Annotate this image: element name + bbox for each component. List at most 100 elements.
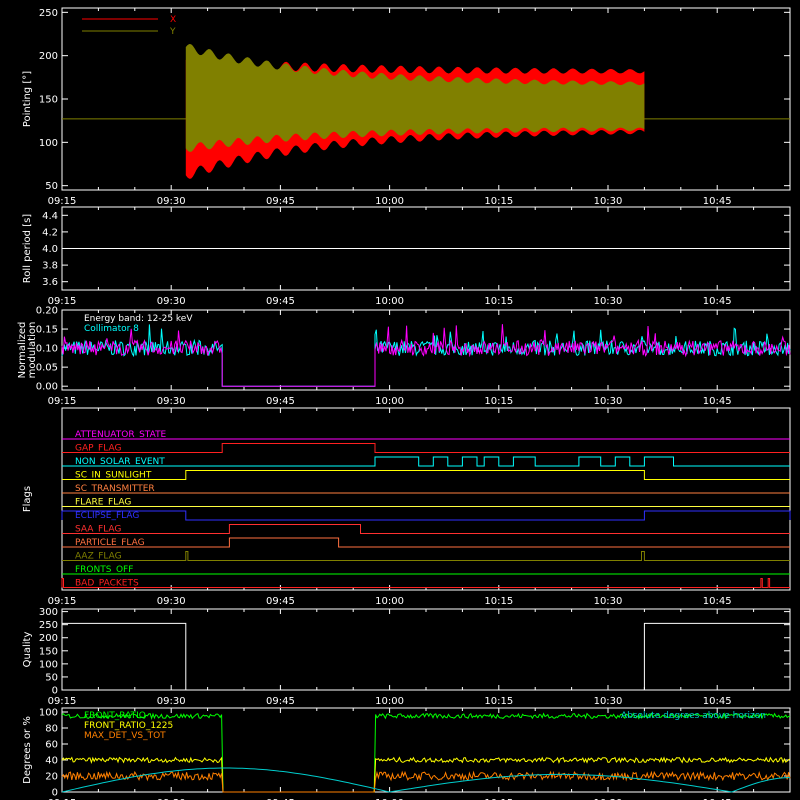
flag-label: PARTICLE_FLAG [75, 538, 145, 548]
x-tick-label: 10:45 [703, 196, 732, 207]
legend-label: X [170, 15, 176, 25]
y-tick-label: 50 [45, 672, 58, 683]
x-tick-label: 10:00 [375, 596, 404, 607]
y-tick-label: 20 [45, 772, 58, 783]
modulation-panel: 09:15 09:30 09:45 10:00 10:15 10:30 10:45 0.00 0… [17, 306, 791, 407]
x-tick-label: 10:45 [703, 596, 732, 607]
ratio-series-line [61, 770, 791, 793]
y-tick-label: 250 [39, 8, 58, 19]
x-tick-label: 09:30 [157, 196, 186, 207]
roll-panel: 09:15 09:30 09:45 10:00 10:15 10:30 10:45 3.6 3.… [22, 206, 791, 307]
flag-trace [62, 551, 790, 561]
x-tick-label: 10:00 [375, 196, 404, 207]
x-tick-label: 10:45 [703, 396, 732, 407]
x-tick-label: 10:15 [484, 396, 513, 407]
x-tick-label: 09:45 [266, 596, 295, 607]
ratios-panel: 09:15 09:30 09:45 10:00 10:15 10:30 10:45 0 20 40… [22, 707, 791, 800]
x-tick-label: 09:30 [157, 296, 186, 307]
quality-panel: 09:15 09:30 09:45 10:00 10:15 10:30 10:45 0 50 10… [22, 607, 791, 707]
x-tick-label: 10:15 [484, 596, 513, 607]
legend-label: Y [169, 27, 176, 37]
x-tick-label: 09:30 [157, 596, 186, 607]
y-tick-label: 80 [45, 724, 58, 735]
x-tick-label: 10:45 [703, 296, 732, 307]
series-y-envelope [185, 44, 645, 152]
x-tick-label: 10:45 [703, 798, 732, 800]
y-axis-label: Flags [22, 486, 33, 512]
x-tick-label: 10:45 [703, 696, 732, 707]
x-tick-label: 10:00 [375, 696, 404, 707]
horizon-curve [61, 767, 790, 793]
y-tick-label: 100 [39, 708, 58, 719]
y-tick-label: 50 [45, 181, 58, 192]
flag-trace [62, 537, 790, 548]
x-tick-label: 10:30 [594, 296, 623, 307]
x-tick-label: 10:15 [484, 696, 513, 707]
flag-label: SC_IN_SUNLIGHT [75, 471, 152, 481]
y-axis-label: Normalized [17, 322, 28, 379]
x-tick-label: 10:30 [594, 798, 623, 800]
flag-label: SAA_FLAG [75, 525, 121, 535]
y-tick-label: 0.20 [36, 306, 58, 317]
x-tick-label: 10:30 [594, 396, 623, 407]
modulation-series-line [61, 324, 791, 387]
x-tick-label: 09:45 [266, 196, 295, 207]
y-tick-label: 4.2 [42, 227, 58, 238]
flag-label: SC_TRANSMITTER [75, 484, 155, 494]
x-tick-label: 09:45 [266, 696, 295, 707]
y-tick-label: 4.0 [42, 244, 58, 255]
x-tick-label: 10:15 [484, 296, 513, 307]
flags-panel: 09:15 09:30 09:45 10:00 10:15 10:30 10:45 Flags… [22, 407, 791, 607]
ratio-legend-label: MAX_DET_VS_TOT [84, 731, 166, 741]
x-tick-label: 09:30 [157, 696, 186, 707]
flag-label: BAD_PACKETS [75, 579, 139, 589]
x-tick-label: 09:45 [266, 296, 295, 307]
x-tick-label: 10:00 [375, 296, 404, 307]
y-tick-label: 0 [52, 788, 58, 799]
flag-label: NON_SOLAR_EVENT [75, 457, 165, 467]
x-tick-label: 10:00 [375, 798, 404, 800]
flag-label: ATTENUATOR_STATE [75, 430, 167, 440]
y-tick-label: 40 [45, 756, 58, 767]
y-axis-label: Roll period [s] [22, 214, 33, 283]
y-tick-label: 0.15 [36, 325, 58, 336]
y-tick-label: 150 [39, 646, 58, 657]
x-tick-label: 09:15 [48, 396, 77, 407]
y-tick-label: 4.4 [42, 211, 58, 222]
y-tick-label: 250 [39, 620, 58, 631]
x-tick-label: 09:45 [266, 396, 295, 407]
x-tick-label: 09:15 [48, 196, 77, 207]
x-tick-label: 09:15 [48, 798, 77, 800]
horizon-legend-label: Absolute degrees above horizon [621, 711, 766, 721]
flag-trace [62, 470, 790, 480]
x-tick-label: 09:15 [48, 696, 77, 707]
y-tick-label: 60 [45, 740, 58, 751]
ratio-series-line [61, 712, 791, 793]
x-tick-label: 09:15 [48, 296, 77, 307]
flag-trace [62, 456, 790, 467]
quality-line [62, 622, 790, 691]
y-tick-label: 0.10 [36, 344, 58, 355]
y-axis-label: modulation [27, 322, 38, 379]
x-tick-label: 10:15 [484, 196, 513, 207]
x-tick-label: 10:30 [594, 196, 623, 207]
modulation-legend-label: Energy band: 12-25 keV [84, 314, 193, 324]
y-tick-label: 200 [39, 633, 58, 644]
y-tick-label: 0.05 [36, 363, 58, 374]
flag-trace [62, 524, 790, 534]
y-tick-label: 100 [39, 138, 58, 149]
modulation-legend-label: Collimator 8 [84, 324, 139, 334]
y-tick-label: 3.6 [42, 277, 58, 288]
flag-label: FRONTS_OFF [75, 565, 133, 575]
x-tick-label: 09:30 [157, 396, 186, 407]
y-tick-label: 150 [39, 95, 58, 106]
y-tick-label: 300 [39, 607, 58, 618]
y-tick-label: 100 [39, 659, 58, 670]
flag-label: FLARE_FLAG [75, 498, 131, 508]
flag-label: AAZ_FLAG [75, 552, 122, 562]
x-tick-label: 10:00 [375, 396, 404, 407]
x-tick-label: 09:45 [266, 798, 295, 800]
x-tick-label: 10:15 [484, 798, 513, 800]
flag-label: GAP_FLAG [75, 444, 121, 454]
